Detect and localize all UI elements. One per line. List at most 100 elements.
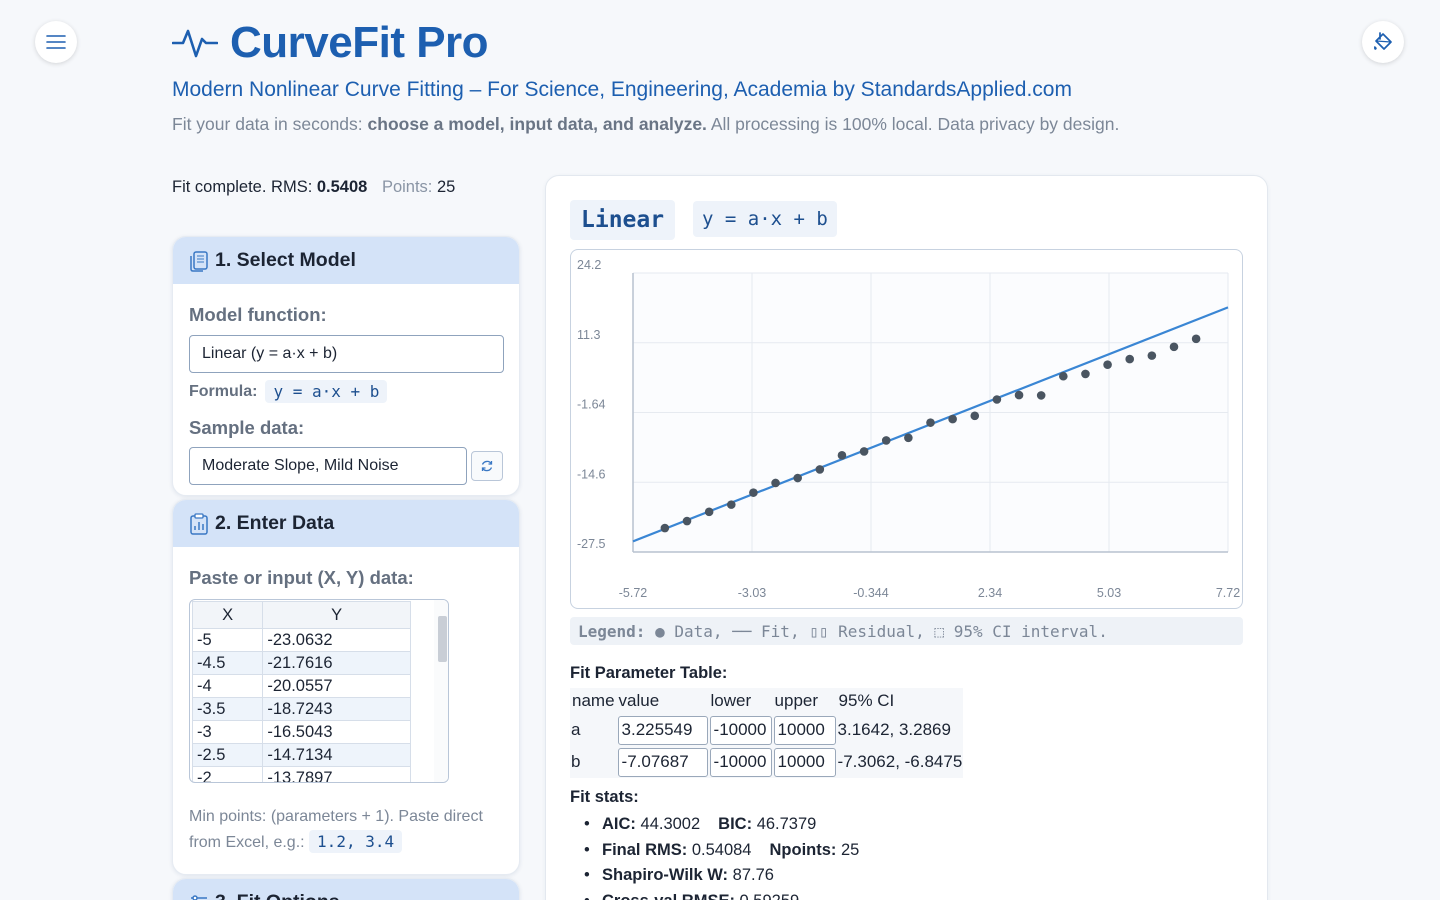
param-header-name: name — [572, 691, 615, 710]
formula-code: y = a·x + b — [265, 380, 388, 403]
paint-bucket-icon — [1374, 32, 1392, 50]
param-upper-input[interactable]: 10000 — [773, 715, 836, 745]
param-header-ci: 95% CI — [838, 691, 895, 710]
data-point — [815, 465, 825, 474]
data-hint: Min points: (parameters + 1). Paste dire… — [189, 808, 483, 853]
refresh-icon — [481, 460, 493, 472]
data-point — [771, 478, 780, 488]
hamburger-menu-icon — [46, 35, 66, 49]
param-value-input[interactable]: -7.07687 — [617, 747, 708, 777]
column-header-y[interactable]: Y — [262, 601, 411, 629]
data-point — [1191, 334, 1201, 344]
data-point — [1147, 351, 1157, 360]
model-function-select[interactable]: Linear (y = a·x + b) — [189, 335, 504, 373]
stat-cross-val: Cross-val RMSE: 0.59259 — [584, 889, 859, 900]
fit-options-header[interactable]: 3. Fit Options — [173, 879, 519, 900]
table-row: -4 -20.0557 — [191, 674, 411, 698]
param-lower-input[interactable]: -10000 — [709, 715, 772, 745]
pulse-icon — [172, 29, 218, 58]
data-point — [859, 447, 869, 456]
cell-x[interactable]: -2.5 — [191, 743, 264, 767]
x-tick-label: 7.72 — [1216, 586, 1240, 600]
table-row: -5 -23.0632 — [191, 628, 411, 652]
param-header-value: value — [618, 691, 660, 710]
grid-scroll-thumb[interactable] — [438, 616, 447, 662]
reload-sample-button[interactable] — [471, 451, 503, 481]
cell-y[interactable]: -18.7243 — [262, 697, 411, 721]
model-name-badge: Linear — [570, 200, 676, 240]
cell-x[interactable]: -5 — [191, 628, 264, 652]
cell-x[interactable]: -4.5 — [191, 651, 264, 675]
param-name: a — [571, 720, 581, 739]
column-header-x[interactable]: X — [191, 601, 264, 629]
model-formula-badge: y = a·x + b — [693, 201, 837, 237]
data-point — [837, 451, 847, 460]
cell-y[interactable]: -21.7616 — [262, 651, 411, 675]
fit-status: Fit complete. RMS: 0.5408 Points: 25 — [172, 178, 456, 196]
cell-y[interactable]: -16.5043 — [262, 720, 411, 744]
data-point — [1036, 391, 1046, 400]
app-tagline: Fit your data in seconds: choose a model… — [172, 114, 1120, 134]
x-tick-label: -3.03 — [738, 586, 767, 600]
data-point — [1014, 390, 1024, 400]
param-ci: 3.1642, 3.2869 — [837, 720, 951, 739]
app-subtitle: Modern Nonlinear Curve Fitting – For Sci… — [172, 78, 1072, 101]
menu-button[interactable] — [35, 21, 77, 63]
param-upper-input[interactable]: 10000 — [773, 747, 836, 777]
param-header-lower: lower — [710, 691, 752, 710]
app-title: CurveFit Pro — [230, 18, 489, 67]
data-point — [1125, 354, 1135, 364]
param-table-title: Fit Parameter Table: — [570, 664, 728, 682]
enter-data-header: 2. Enter Data — [173, 500, 519, 547]
legend-text: ● Data, ── Fit, ▯▯ Residual, ⬚ 95% CI in… — [655, 621, 1108, 641]
data-point — [1103, 360, 1112, 369]
select-model-card: 1. Select Model Model function: Linear (… — [172, 236, 520, 496]
data-point — [881, 436, 891, 445]
table-row: -3.5 -18.7243 — [191, 697, 411, 721]
param-value-input[interactable]: 3.225549 — [617, 715, 708, 745]
sample-data-label: Sample data: — [189, 417, 305, 438]
cell-y[interactable]: -13.7897 — [262, 766, 411, 782]
data-point — [682, 516, 692, 526]
y-tick-label: 24.2 — [577, 258, 601, 272]
theme-button[interactable] — [1362, 21, 1404, 63]
chart-svg: -5.72 -3.03 -0.344 2.34 5.03 7.72 24.2 11.3 -1.6… — [577, 258, 1240, 600]
y-tick-label: -14.6 — [577, 467, 606, 481]
y-tick-label: 11.3 — [577, 328, 600, 342]
data-point — [1059, 371, 1068, 381]
param-row-a: a 3.225549 -10000 10000 3.1642, 3.2869 — [570, 714, 963, 746]
cell-x[interactable]: -2 — [191, 766, 264, 782]
clipboard-icon — [190, 512, 208, 535]
data-point — [749, 488, 758, 497]
data-point — [660, 523, 670, 533]
data-point — [1169, 342, 1179, 352]
cell-x[interactable]: -3.5 — [191, 697, 264, 721]
data-grid[interactable]: X Y -5 -23.0632 -4.5 -21.7616 -4 -20.0557 -… — [189, 599, 449, 783]
copy-stack-icon — [190, 250, 208, 272]
data-point — [726, 500, 736, 509]
fit-chart: -5.72 -3.03 -0.344 2.34 5.03 7.72 24.2 11.3 -1.6… — [570, 249, 1243, 609]
fit-options-card: 3. Fit Options — [172, 878, 520, 900]
stat-shapiro-wilk: Shapiro-Wilk W: 87.76 — [584, 863, 859, 889]
param-header-upper: upper — [774, 691, 819, 710]
data-point — [992, 395, 1002, 404]
hint-example-code: 1.2, 3.4 — [309, 830, 403, 853]
param-row-b: b -7.07687 -10000 10000 -7.3062, -6.8475 — [570, 746, 963, 778]
enter-data-title: 2. Enter Data — [215, 512, 335, 534]
legend-label: Legend: — [578, 621, 646, 641]
data-point — [926, 418, 935, 427]
cell-x[interactable]: -3 — [191, 720, 264, 744]
x-tick-label: 2.34 — [978, 586, 1002, 600]
model-function-label: Model function: — [189, 304, 327, 325]
param-lower-input[interactable]: -10000 — [709, 747, 772, 777]
data-point — [704, 507, 714, 517]
table-row: -4.5 -21.7616 — [191, 651, 411, 675]
cell-x[interactable]: -4 — [191, 674, 264, 698]
cell-y[interactable]: -23.0632 — [262, 628, 411, 652]
cell-y[interactable]: -14.7134 — [262, 743, 411, 767]
sample-data-select[interactable]: Moderate Slope, Mild Noise — [189, 447, 468, 485]
table-row: -2 -13.7897 — [191, 766, 411, 782]
y-tick-label: -27.5 — [577, 537, 606, 551]
cell-y[interactable]: -20.0557 — [262, 674, 411, 698]
